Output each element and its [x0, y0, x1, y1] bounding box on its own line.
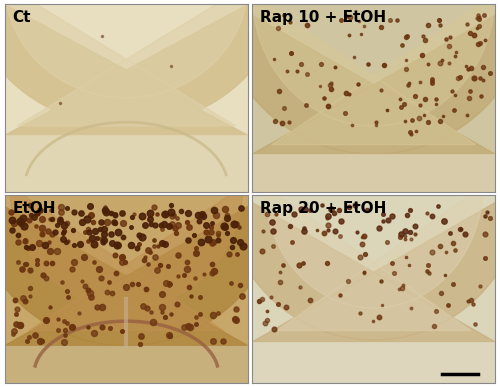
- Polygon shape: [216, 0, 500, 154]
- Polygon shape: [252, 0, 495, 145]
- Text: Rap 10 + EtOH: Rap 10 + EtOH: [260, 10, 386, 24]
- Text: Ct: Ct: [12, 10, 31, 24]
- Text: EtOH: EtOH: [12, 201, 56, 216]
- Polygon shape: [5, 0, 248, 126]
- Polygon shape: [10, 186, 242, 330]
- Polygon shape: [0, 0, 284, 135]
- Polygon shape: [224, 186, 500, 342]
- Polygon shape: [0, 186, 284, 346]
- Text: Rap 20 + EtOH: Rap 20 + EtOH: [260, 201, 386, 216]
- Polygon shape: [264, 186, 483, 330]
